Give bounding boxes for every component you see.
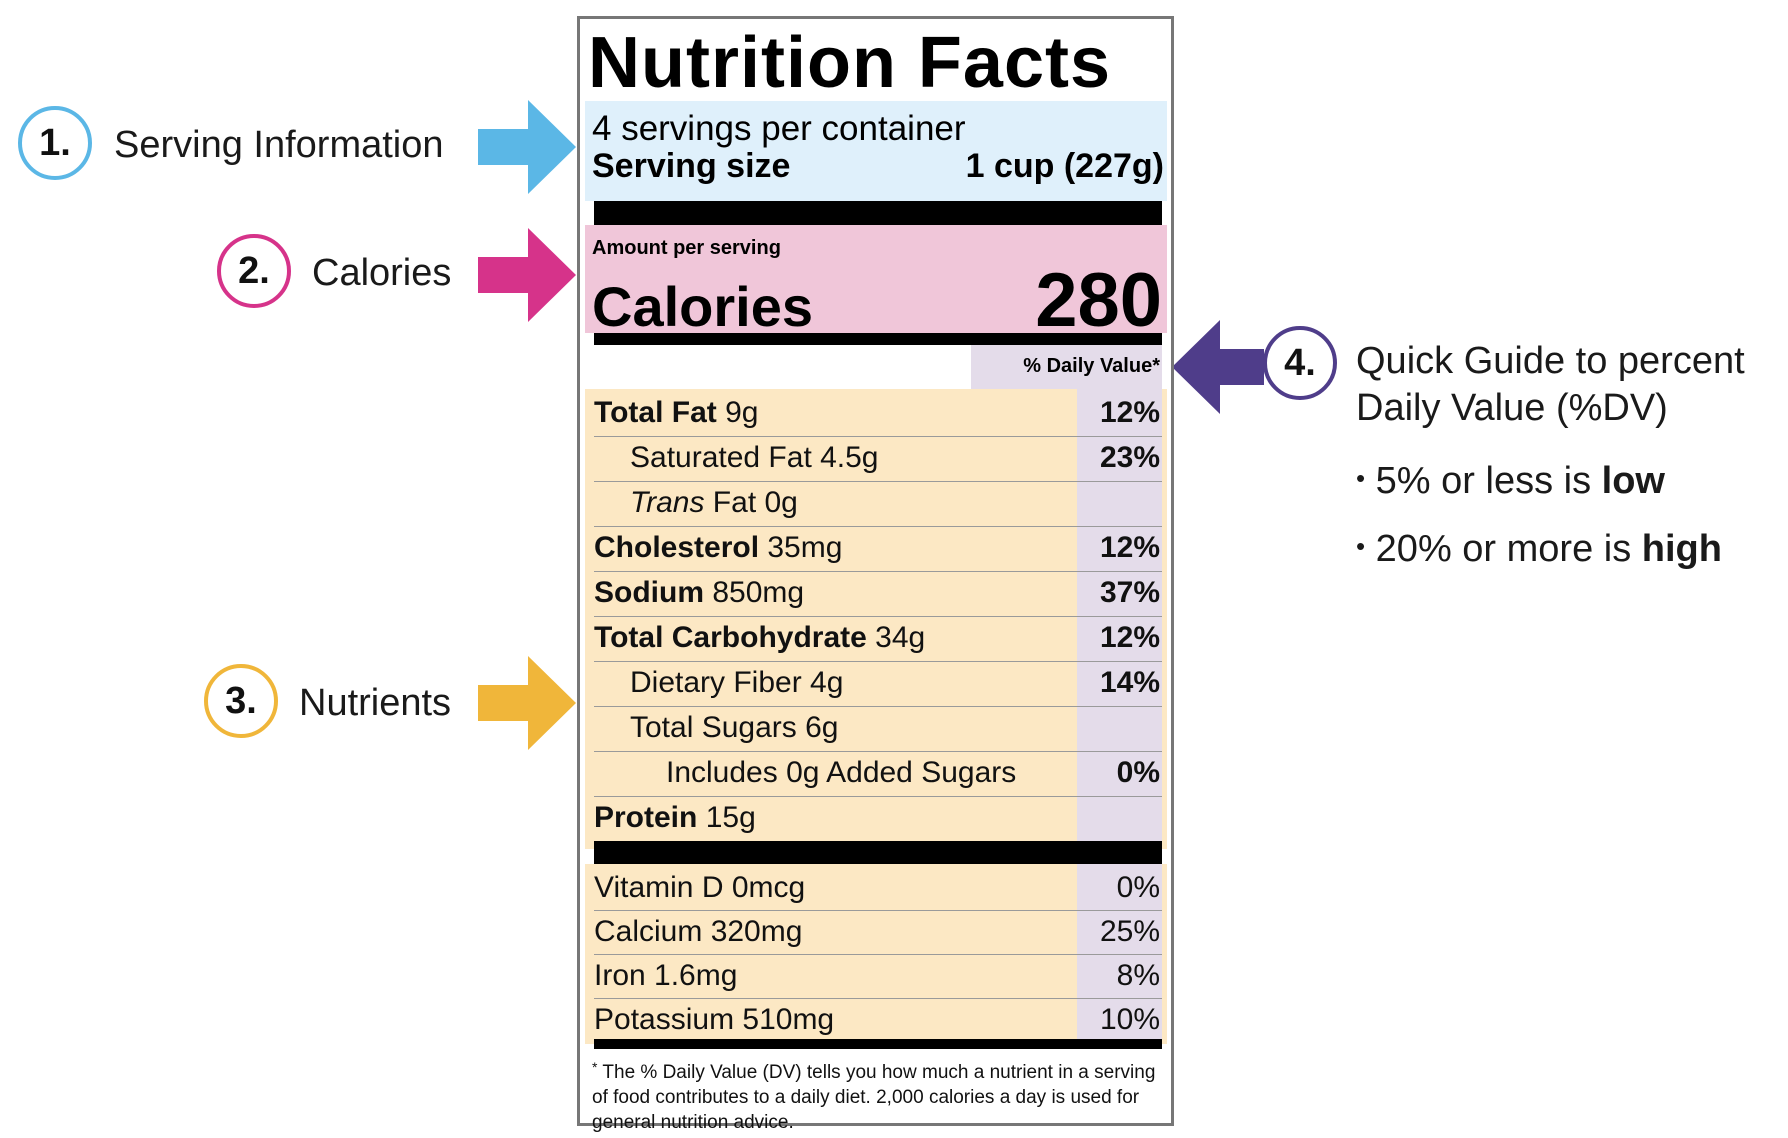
nutrient-dv: 12% bbox=[1099, 531, 1160, 564]
nutrient-amount: Total Sugars 6g bbox=[630, 711, 839, 744]
nutrient-name: Trans Fat 0g bbox=[594, 486, 798, 520]
serving-size-label: Serving size bbox=[592, 147, 791, 185]
guide-title-line-1: Quick Guide to percent bbox=[1356, 340, 1745, 382]
nutrient-row: Protein 15g bbox=[594, 796, 1162, 839]
callout-3-circle: 3. bbox=[204, 664, 278, 738]
nutrient-name-bold: Total Fat bbox=[594, 395, 717, 429]
divider-thick-3 bbox=[594, 841, 1162, 864]
guide-title-line-2: Daily Value (%DV) bbox=[1356, 387, 1668, 429]
vitamin-row: Iron 1.6mg 8% bbox=[594, 954, 1162, 997]
nutrient-row: Total Fat 9g 12% bbox=[594, 391, 1162, 434]
callout-1-arrow-icon bbox=[478, 100, 576, 194]
nutrient-dv: 14% bbox=[1099, 666, 1160, 699]
nutrient-name: Total Sugars 6g bbox=[594, 711, 838, 745]
guide-item-high: • 20% or more is high bbox=[1356, 528, 1722, 570]
footnote-text: The % Daily Value (DV) tells you how muc… bbox=[592, 1062, 1156, 1133]
nutrient-name-bold: Protein bbox=[594, 801, 698, 834]
vitamin-dv: 0% bbox=[1116, 870, 1160, 904]
nutrient-name: Total Carbohydrate 34g bbox=[594, 621, 925, 655]
vitamin-row: Calcium 320mg 25% bbox=[594, 910, 1162, 953]
vitamin-name: Potassium 510mg bbox=[594, 1003, 835, 1036]
nutrient-amount: Dietary Fiber 4g bbox=[630, 666, 844, 699]
calories-row: Calories 280 bbox=[592, 257, 1162, 344]
dv-column-band bbox=[1077, 389, 1162, 849]
nutrient-amount: 15g bbox=[697, 801, 756, 834]
nutrient-name-bold: Total Carbohydrate bbox=[594, 621, 867, 654]
divider-thick-1 bbox=[594, 201, 1162, 225]
nutrient-row: Includes 0g Added Sugars 0% bbox=[594, 751, 1162, 794]
nutrient-dv: 12% bbox=[1099, 621, 1160, 654]
nutrient-name: Protein 15g bbox=[594, 801, 756, 835]
nutrient-row: Dietary Fiber 4g 14% bbox=[594, 661, 1162, 704]
nutrient-amount: 34g bbox=[866, 621, 926, 654]
nutrient-row: Sodium 850mg 37% bbox=[594, 571, 1162, 614]
callout-3-arrow-icon bbox=[478, 656, 576, 750]
nutrient-name: Cholesterol 35mg bbox=[594, 531, 842, 565]
vitamin-dv: 25% bbox=[1099, 915, 1160, 948]
nutrient-dv: 37% bbox=[1099, 576, 1160, 609]
nutrient-name-bold: Sodium bbox=[594, 576, 704, 609]
nutrition-facts-label: Nutrition Facts 4 servings per container… bbox=[577, 16, 1174, 1133]
callout-1-circle: 1. bbox=[18, 106, 92, 180]
dv-header-band bbox=[971, 345, 1162, 389]
nutrient-row: Saturated Fat 4.5g 23% bbox=[594, 436, 1162, 479]
calories-value: 280 bbox=[1035, 258, 1162, 343]
callout-2-arrow-icon bbox=[478, 228, 576, 322]
nutrient-row: Cholesterol 35mg 12% bbox=[594, 526, 1162, 569]
divider-thick-4 bbox=[594, 1039, 1162, 1049]
nutrient-name: Total Fat 9g bbox=[594, 396, 759, 430]
nutrient-name: Includes 0g Added Sugars bbox=[594, 756, 1016, 790]
label-title: Nutrition Facts bbox=[588, 23, 1112, 103]
nutrient-amount: 9g bbox=[716, 395, 759, 429]
nutrient-amount: Includes 0g Added Sugars bbox=[666, 756, 1017, 789]
callout-1-label: Serving Information bbox=[114, 124, 444, 166]
nutrient-row: Total Sugars 6g bbox=[594, 706, 1162, 749]
vitamin-row: Vitamin D 0mcg 0% bbox=[594, 866, 1162, 909]
nutrient-name-italic: Trans bbox=[630, 486, 705, 519]
callout-2-circle: 2. bbox=[217, 234, 291, 308]
vitamin-dv: 10% bbox=[1099, 1003, 1160, 1036]
amount-per-serving: Amount per serving bbox=[592, 237, 781, 259]
vitamin-name: Iron 1.6mg bbox=[594, 959, 738, 992]
guide-item-low: • 5% or less is low bbox=[1356, 460, 1665, 502]
footnote-marker: * bbox=[592, 1059, 598, 1075]
serving-size-value: 1 cup (227g) bbox=[965, 147, 1164, 185]
calories-band bbox=[585, 225, 1167, 333]
callout-2-label: Calories bbox=[312, 252, 452, 294]
nutrient-name-bold: Cholesterol bbox=[594, 531, 760, 564]
nutrient-name: Sodium 850mg bbox=[594, 576, 804, 610]
nutrient-row: Trans Fat 0g bbox=[594, 481, 1162, 524]
serving-size-row: Serving size 1 cup (227g) bbox=[592, 147, 1164, 186]
callout-4-circle: 4. bbox=[1263, 326, 1337, 400]
vitamin-row: Potassium 510mg 10% bbox=[594, 998, 1162, 1041]
nutrient-dv: 23% bbox=[1099, 441, 1160, 474]
nutrient-amount: 850mg bbox=[704, 576, 805, 609]
calories-label: Calories bbox=[592, 275, 813, 338]
vitamin-name: Calcium 320mg bbox=[594, 915, 803, 948]
divider-thick-2 bbox=[594, 333, 1162, 345]
serving-information-band bbox=[585, 101, 1167, 201]
nutrient-dv: 0% bbox=[1116, 756, 1160, 789]
nutrient-row: Total Carbohydrate 34g 12% bbox=[594, 616, 1162, 659]
nutrient-dv: 12% bbox=[1099, 395, 1160, 429]
nutrient-name: Saturated Fat 4.5g bbox=[594, 441, 879, 475]
vitamin-dv: 8% bbox=[1116, 959, 1160, 992]
vitamin-name: Vitamin D 0mcg bbox=[594, 870, 806, 904]
footnote: * The % Daily Value (DV) tells you how m… bbox=[592, 1055, 1164, 1135]
servings-per-container: 4 servings per container bbox=[592, 109, 966, 148]
callout-4-arrow-icon bbox=[1172, 320, 1264, 414]
nutrient-amount: Saturated Fat 4.5g bbox=[630, 441, 879, 474]
nutrient-amount: Fat 0g bbox=[704, 486, 798, 519]
nutrient-amount: 35mg bbox=[759, 531, 843, 564]
dv-header: % Daily Value* bbox=[1023, 355, 1160, 377]
nutrients-band bbox=[585, 389, 1167, 849]
callout-3-label: Nutrients bbox=[299, 682, 452, 724]
nutrient-name: Dietary Fiber 4g bbox=[594, 666, 843, 700]
